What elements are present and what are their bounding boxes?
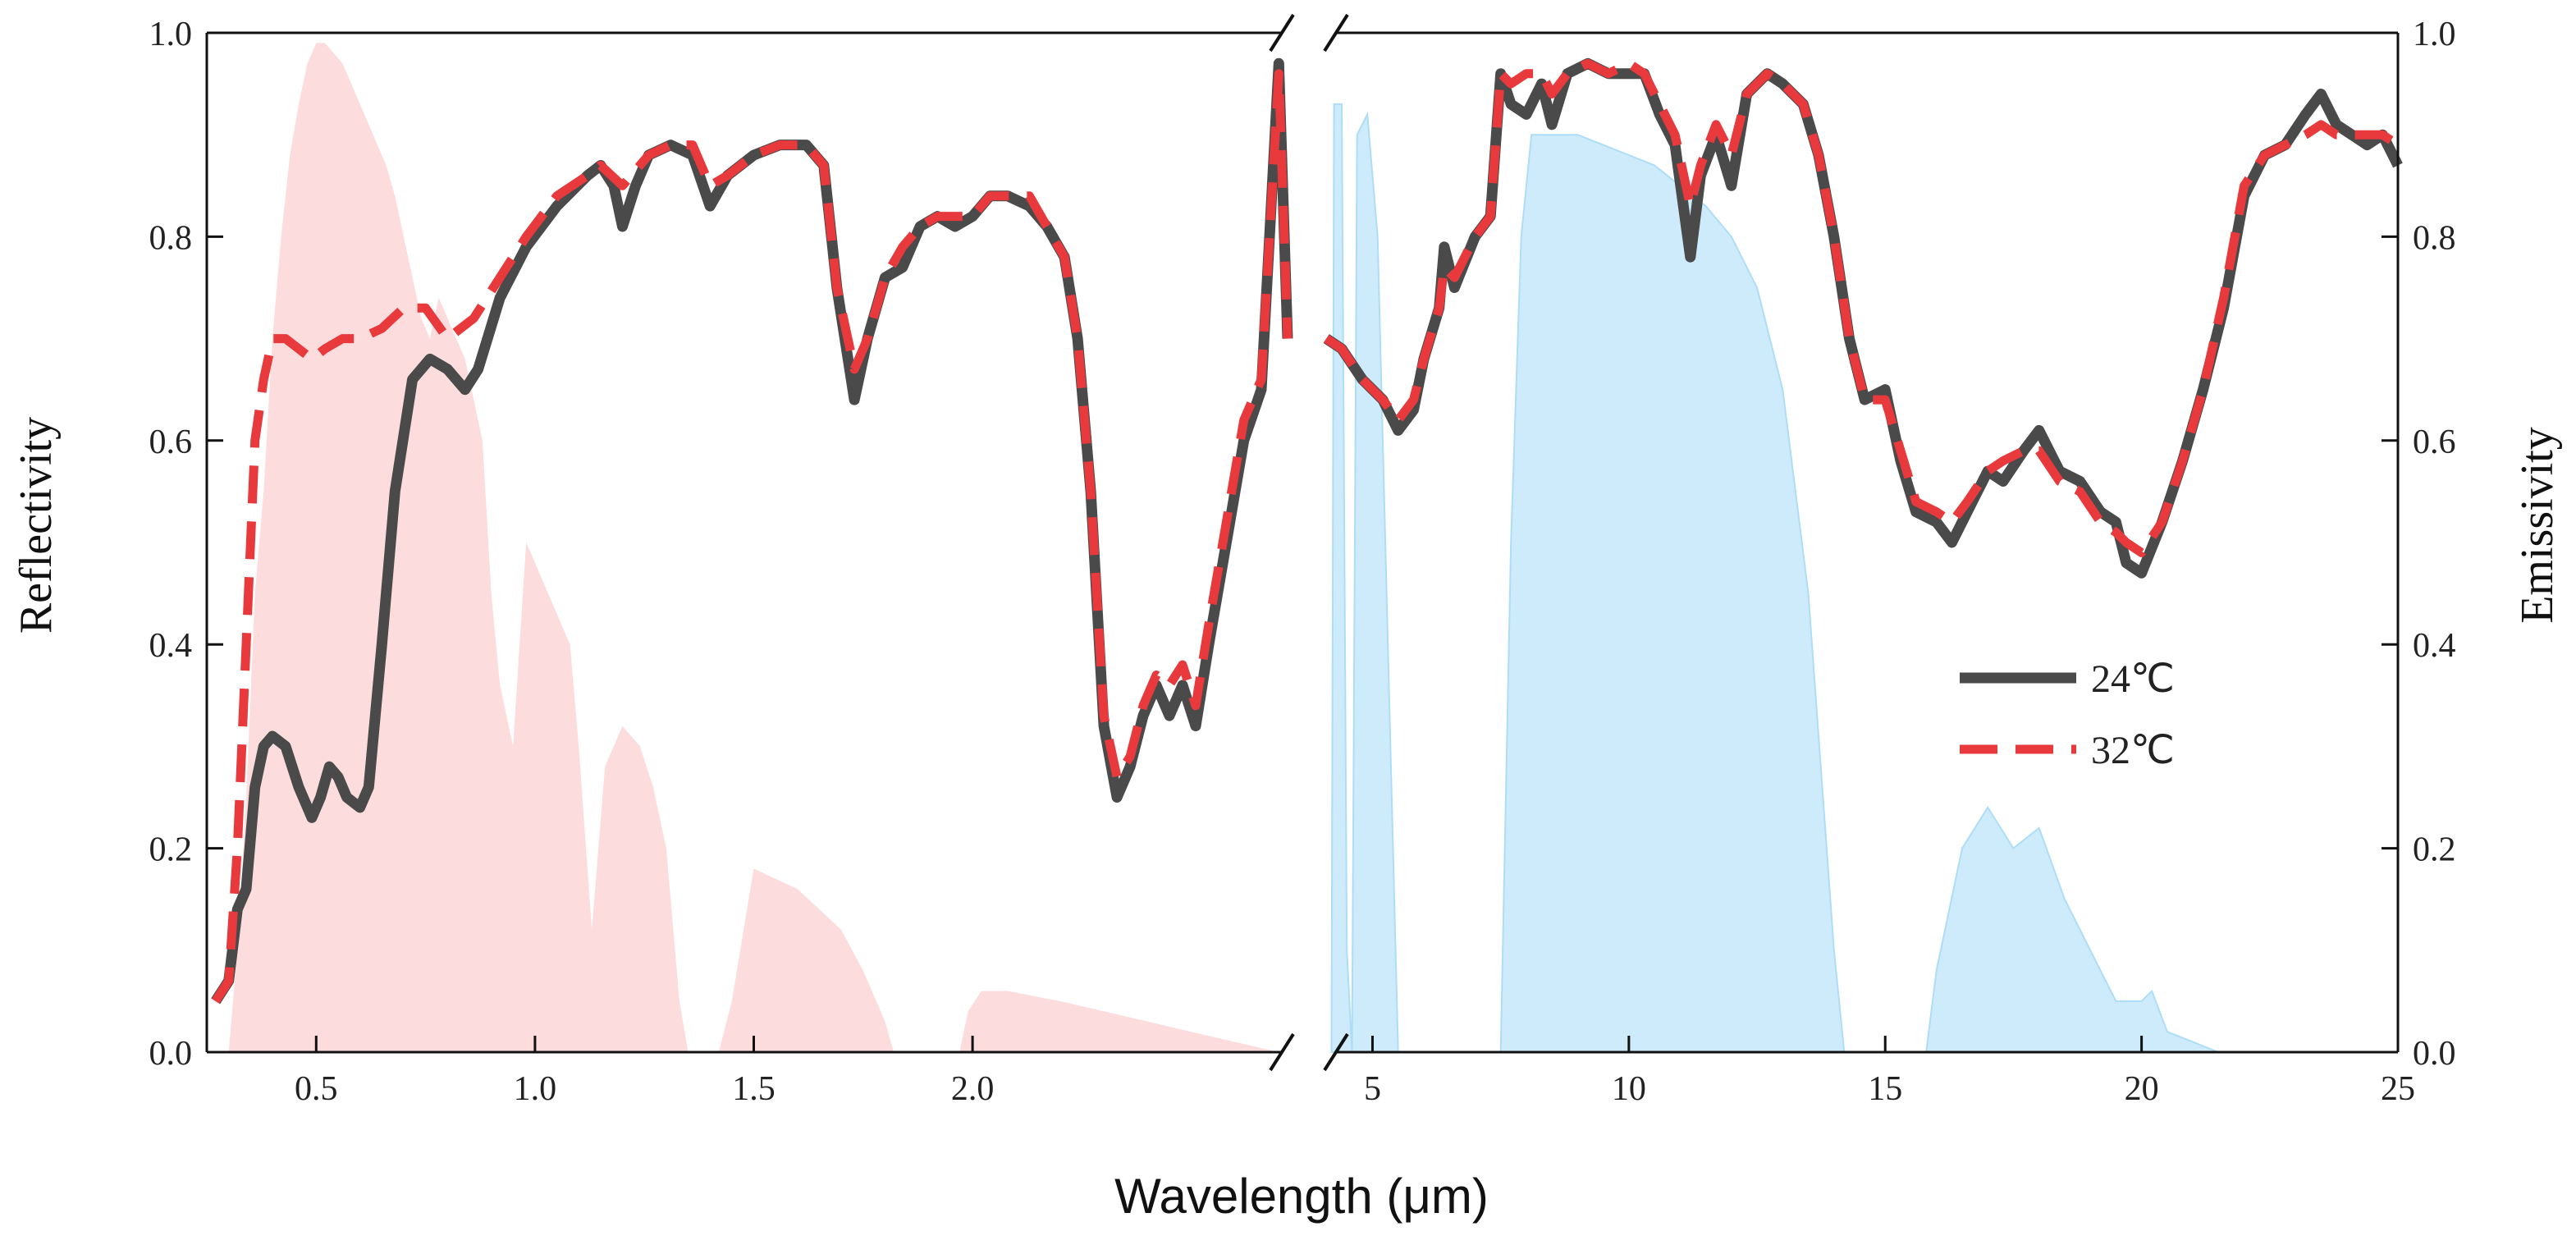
x-tick-label: 1.0 — [514, 1070, 557, 1108]
x-tick-label: 15 — [1868, 1070, 1902, 1108]
x-tick-label: 1.5 — [732, 1070, 776, 1108]
legend: 24℃ 32℃ — [1960, 657, 2175, 772]
left-y-tick-label: 0.6 — [149, 423, 193, 461]
axis-break-mark-top-1 — [1269, 13, 1295, 53]
series-32c-line-part-1 — [212, 69, 1293, 1004]
x-axis-title: Wavelength (μm) — [1114, 1169, 1489, 1224]
legend-label-24c: 24℃ — [2091, 657, 2175, 701]
x-tick-label: 25 — [2381, 1070, 2415, 1108]
x-tick-label: 0.5 — [295, 1070, 338, 1108]
tick-layer: 0.0 0.0 0.2 0.2 0.4 0.4 0.6 0.6 0.8 0.8 1.0 1.0 0.5 1… — [149, 16, 2456, 1108]
series-24c-line-part-1 — [211, 57, 1293, 1005]
left-y-tick-label: 1.0 — [149, 16, 193, 53]
series-layer — [211, 57, 2403, 1005]
solar-spectrum-area — [228, 43, 1279, 1052]
right-y-tick-label: 0.6 — [2413, 423, 2456, 461]
right-y-tick-label: 0.2 — [2413, 831, 2456, 869]
right-y-axis-title: Emissivity — [2512, 427, 2563, 624]
atmospheric-window-area — [1330, 103, 2219, 1053]
right-y-tick-label: 1.0 — [2413, 16, 2456, 53]
axis-break-mark-top-2 — [1323, 13, 1349, 53]
series-24c-line-part-2 — [1323, 57, 2403, 579]
right-y-tick-label: 0.0 — [2413, 1035, 2456, 1073]
right-y-tick-label: 0.8 — [2413, 219, 2456, 257]
left-y-tick-label: 0.8 — [149, 219, 193, 257]
left-y-tick-label: 0.2 — [149, 831, 193, 869]
background-spectra — [228, 43, 2219, 1053]
x-tick-label: 2.0 — [951, 1070, 995, 1108]
axes-frame — [205, 13, 2400, 1072]
x-tick-label: 10 — [1612, 1070, 1646, 1108]
left-y-axis-title: Reflectivity — [11, 417, 62, 634]
series-32c-line-part-2 — [1324, 58, 2401, 557]
axis-break-mark-bottom-1 — [1269, 1032, 1295, 1072]
x-tick-label: 20 — [2125, 1070, 2159, 1108]
left-y-tick-label: 0.4 — [149, 627, 193, 665]
left-y-tick-label: 0.0 — [149, 1035, 193, 1073]
axis-break-mark-bottom-2 — [1323, 1032, 1349, 1072]
right-y-tick-label: 0.4 — [2413, 627, 2456, 665]
x-tick-label: 5 — [1364, 1070, 1381, 1108]
legend-label-32c: 32℃ — [2091, 729, 2175, 772]
